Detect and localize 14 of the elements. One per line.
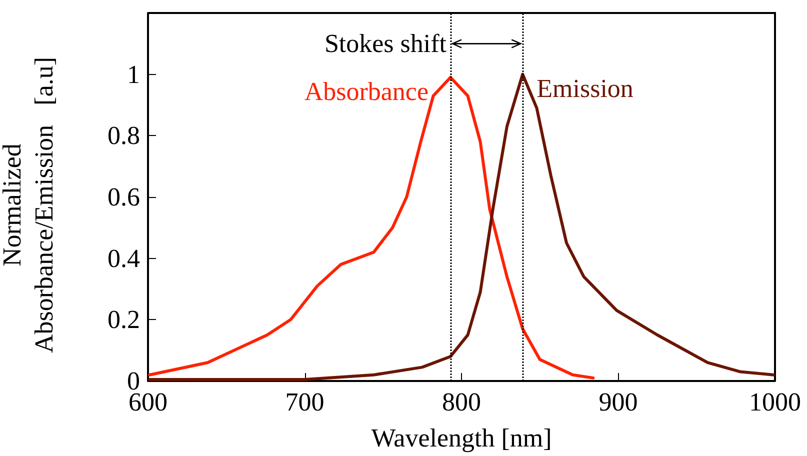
y-tick-label: 0.8: [108, 121, 140, 150]
x-tick-label: 900: [598, 388, 638, 416]
series-label: Absorbance: [304, 76, 429, 106]
y-tick-label: 0.2: [108, 305, 140, 334]
x-tick-label: 800: [442, 388, 481, 416]
series-label: Emission: [536, 74, 634, 103]
y-tick-label: 0.4: [108, 244, 140, 273]
annotation: Stokes shift: [324, 29, 448, 58]
x-tick-label: 1000: [749, 388, 801, 416]
x-tick-label: 700: [285, 388, 324, 416]
y-axis-title: Normalized Absorbance/Emission [a.u]: [0, 56, 58, 354]
y-tick-label: 0.6: [108, 182, 140, 212]
x-axis-title: Wavelength [nm]: [371, 424, 552, 452]
y-tick-label: 1: [127, 60, 140, 89]
